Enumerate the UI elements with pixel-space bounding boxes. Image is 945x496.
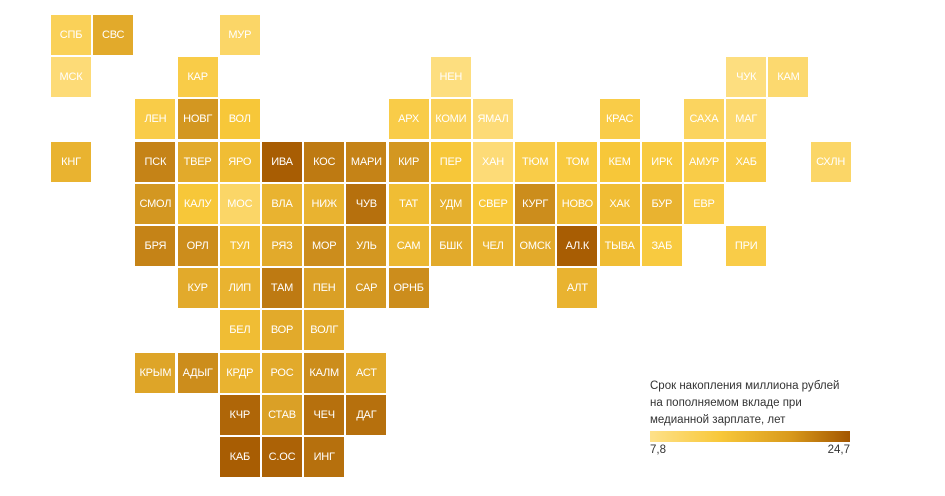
region-tile[interactable]: МУР (219, 15, 260, 55)
region-tile[interactable]: АЛТ (557, 268, 598, 309)
region-tile[interactable]: ИРК (641, 141, 682, 182)
legend-title: Срок накопления миллиона рублей на попол… (650, 380, 840, 426)
region-tile[interactable]: ИНГ (304, 437, 345, 477)
region-tile[interactable]: ЧЕЛ (473, 226, 513, 266)
region-tile[interactable]: КРАС (599, 99, 640, 140)
region-tile[interactable]: ПЕН (304, 268, 345, 309)
region-tile[interactable]: АСТ (346, 352, 387, 393)
region-tile[interactable]: КРЫМ (135, 352, 176, 393)
region-tile[interactable]: КАМ (768, 57, 809, 98)
region-tile[interactable]: БШК (430, 226, 471, 266)
region-tile[interactable]: НЕН (430, 57, 471, 98)
region-tile[interactable]: ЯРО (219, 141, 260, 182)
region-tile[interactable]: ЕВР (684, 183, 724, 224)
region-tile[interactable]: РОС (262, 352, 302, 393)
region-tile[interactable]: АРХ (388, 99, 429, 140)
region-tile[interactable]: САР (346, 268, 387, 309)
region-tile[interactable]: КЕМ (599, 141, 640, 182)
region-tile[interactable]: КАБ (219, 437, 260, 477)
region-tile[interactable]: САМ (388, 226, 429, 266)
region-tile[interactable]: МАГ (726, 99, 767, 140)
legend: Срок накопления миллиона рублей на попол… (650, 378, 850, 456)
region-tile[interactable]: КЧР (219, 394, 260, 435)
region-tile[interactable]: ТЮМ (515, 141, 556, 182)
region-tile[interactable]: БЕЛ (219, 310, 260, 351)
region-tile[interactable]: ОРЛ (177, 226, 218, 266)
region-tile[interactable]: УДМ (430, 183, 471, 224)
region-tile[interactable]: ТОМ (557, 141, 598, 182)
region-tile[interactable]: КОМИ (430, 99, 471, 140)
region-tile[interactable]: ВОР (262, 310, 302, 351)
region-tile[interactable]: КРДР (219, 352, 260, 393)
region-tile[interactable]: МОС (219, 183, 260, 224)
region-tile[interactable]: ПРИ (726, 226, 767, 266)
region-tile[interactable]: ЧУВ (346, 183, 387, 224)
region-tile[interactable]: ДАГ (346, 394, 387, 435)
region-tile[interactable]: МСК (51, 57, 91, 98)
region-tile[interactable]: МОР (304, 226, 345, 266)
region-tile[interactable]: ПСК (135, 141, 176, 182)
region-tile[interactable]: ЗАБ (641, 226, 682, 266)
region-tile[interactable]: ВЛА (262, 183, 302, 224)
region-tile[interactable]: ОМСК (515, 226, 556, 266)
region-tile[interactable]: ЧУК (726, 57, 767, 98)
region-tile[interactable]: БРЯ (135, 226, 176, 266)
region-tile[interactable]: ЯМАЛ (473, 99, 513, 140)
region-tile[interactable]: МАРИ (346, 141, 387, 182)
region-tile[interactable]: ТАМ (262, 268, 302, 309)
region-tile[interactable]: КНГ (51, 141, 91, 182)
region-tile[interactable]: КИР (388, 141, 429, 182)
region-tile[interactable]: НОВГ (177, 99, 218, 140)
legend-min-label: 7,8 (650, 444, 666, 456)
region-tile[interactable]: ОРНБ (388, 268, 429, 309)
region-tile[interactable]: ТЫВА (599, 226, 640, 266)
region-tile[interactable]: ТУЛ (219, 226, 260, 266)
region-tile[interactable]: СПБ (51, 15, 91, 55)
region-tile[interactable]: КУР (177, 268, 218, 309)
legend-color-scale (650, 431, 850, 442)
region-tile[interactable]: ЛЕН (135, 99, 176, 140)
region-tile[interactable]: ВОЛ (219, 99, 260, 140)
region-tile[interactable]: СХЛН (810, 141, 851, 182)
region-tile[interactable]: АДЫГ (177, 352, 218, 393)
region-tile[interactable]: ЛИП (219, 268, 260, 309)
region-tile[interactable]: ВОЛГ (304, 310, 345, 351)
region-tile[interactable]: АМУР (684, 141, 724, 182)
region-tile[interactable]: СТАВ (262, 394, 302, 435)
region-tile[interactable]: ПЕР (430, 141, 471, 182)
region-tile[interactable]: ТАТ (388, 183, 429, 224)
region-tile[interactable]: НОВО (557, 183, 598, 224)
region-tile[interactable]: ТВЕР (177, 141, 218, 182)
legend-max-label: 24,7 (827, 444, 850, 456)
region-tile[interactable]: ИВА (262, 141, 302, 182)
region-tile[interactable]: БУР (641, 183, 682, 224)
region-tile[interactable]: СВС (93, 15, 134, 55)
region-tile[interactable]: ЧЕЧ (304, 394, 345, 435)
region-tile[interactable]: С.ОС (262, 437, 302, 477)
region-tile[interactable]: УЛЬ (346, 226, 387, 266)
region-tile[interactable]: АЛ.К (557, 226, 598, 266)
region-tile[interactable]: КАР (177, 57, 218, 98)
region-tile[interactable]: РЯЗ (262, 226, 302, 266)
region-tile[interactable]: СМОЛ (135, 183, 176, 224)
region-tile[interactable]: СВЕР (473, 183, 513, 224)
region-tile[interactable]: КАЛУ (177, 183, 218, 224)
region-tile[interactable]: САХА (684, 99, 724, 140)
region-tile[interactable]: ХАН (473, 141, 513, 182)
region-tile[interactable]: НИЖ (304, 183, 345, 224)
region-tile[interactable]: КУРГ (515, 183, 556, 224)
region-tile[interactable]: ХАБ (726, 141, 767, 182)
region-tile[interactable]: КАЛМ (304, 352, 345, 393)
region-tile[interactable]: ХАК (599, 183, 640, 224)
region-tile[interactable]: КОС (304, 141, 345, 182)
